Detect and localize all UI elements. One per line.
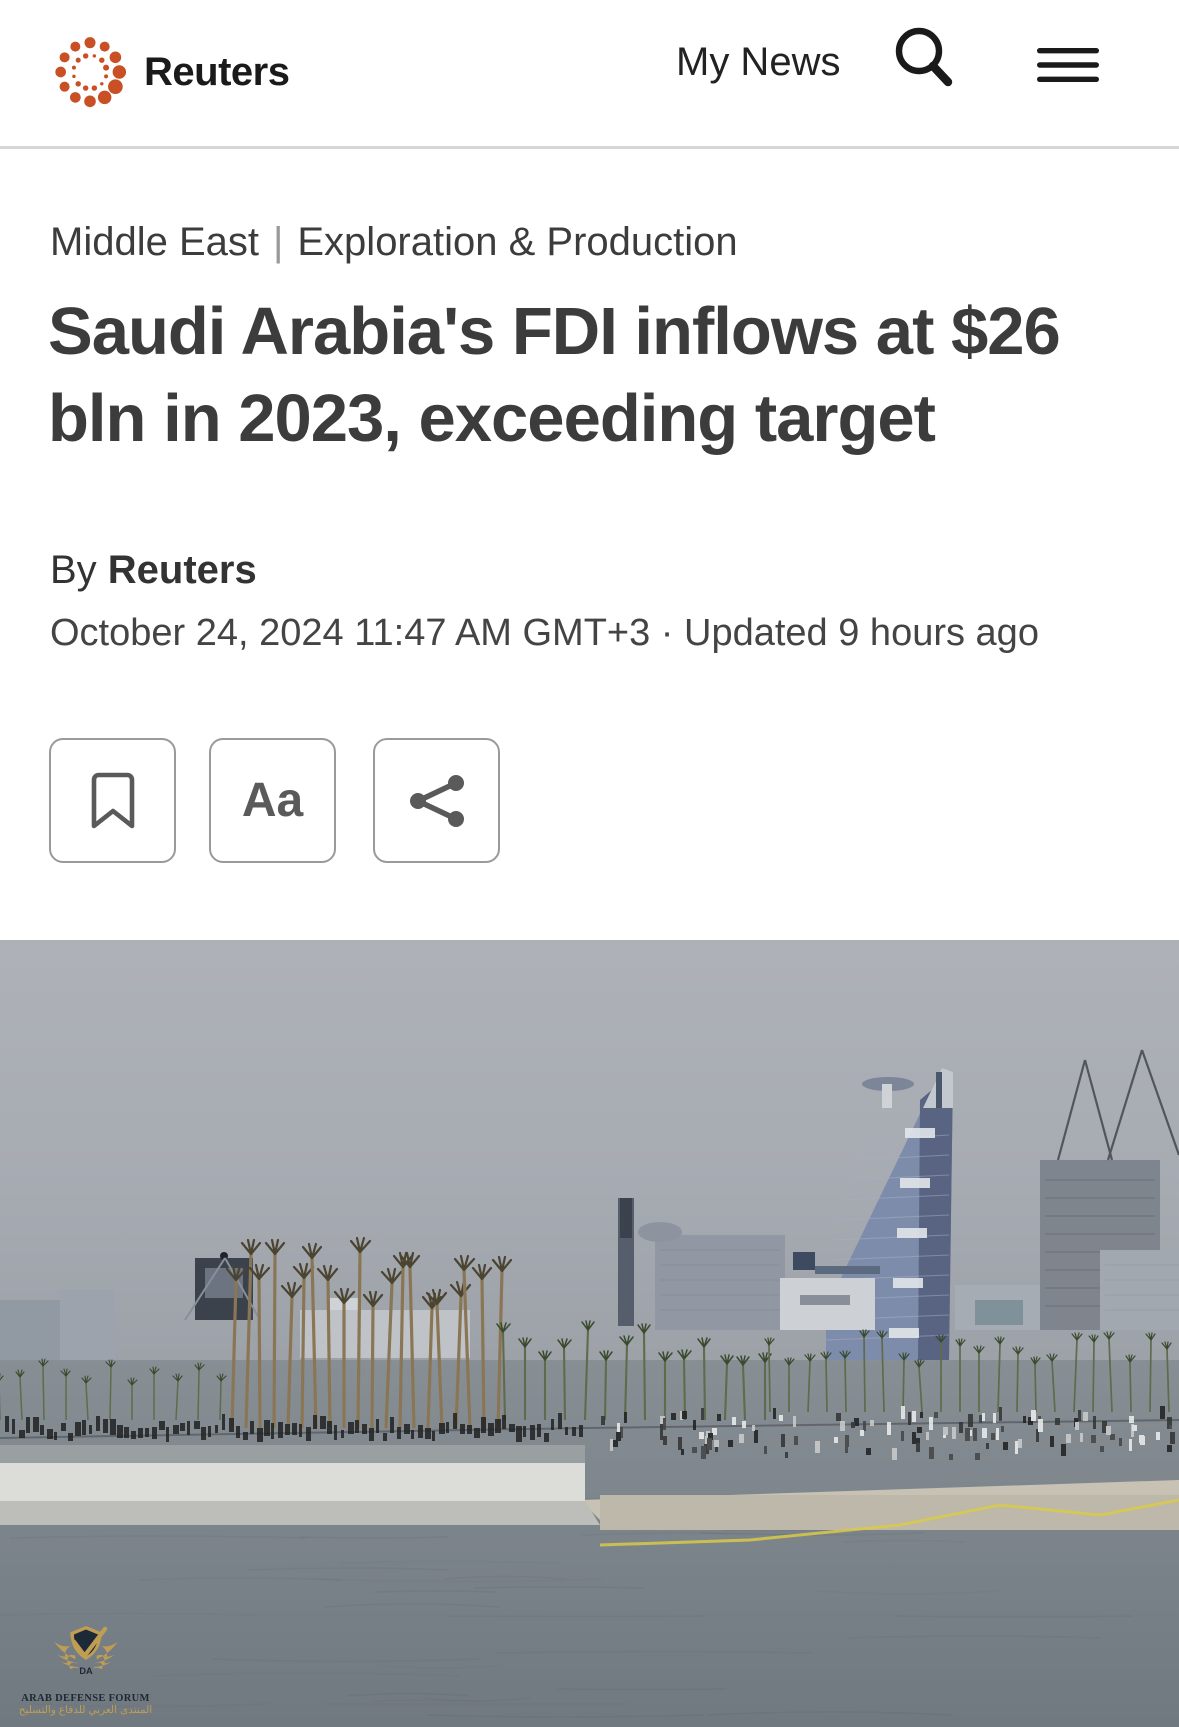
svg-text:DA: DA bbox=[79, 1666, 93, 1676]
